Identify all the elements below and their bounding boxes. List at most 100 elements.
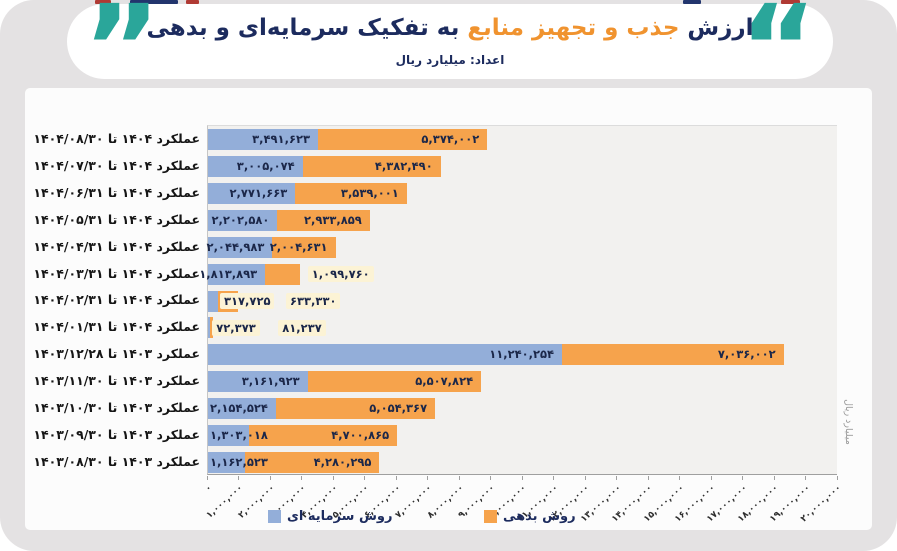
quote-mark-icon: “ (739, 2, 817, 74)
bar-segment-debt (272, 236, 336, 258)
bar-segment-debt (265, 263, 300, 285)
bar-value-label-debt: ۵,۵۰۷,۸۲۴ (415, 374, 474, 389)
bar-row: ۱,۸۱۳,۸۹۳ ۱,۰۹۹,۷۶۰ (199, 263, 837, 285)
bar-value-label-debt: ۷,۰۳۶,۰۰۲ (717, 347, 776, 362)
bar-value-label-debt: ۴,۳۸۲,۴۹۰ (374, 158, 433, 173)
bar-value-label-capital: ۳,۱۶۱,۹۲۳ (241, 374, 300, 389)
x-axis-tick-mark (616, 476, 617, 480)
x-axis-tick-mark (584, 476, 586, 480)
bar-value-label-capital: ۱۱,۲۴۰,۲۵۴ (489, 347, 555, 362)
legend-label-capital: روش سرمایه ای (287, 508, 393, 524)
bar-value-label-debt: ۱,۰۹۹,۷۶۰ (307, 266, 374, 283)
bar-value-label-capital: ۳,۴۹۱,۶۲۳ (252, 131, 310, 146)
x-axis-tick-mark (710, 476, 712, 480)
bar-value-label-capital: ۱,۸۱۳,۸۹۳ (199, 266, 258, 281)
x-axis-tick-mark (490, 476, 491, 480)
title-unit-subtitle: اعداد: میلیارد ریال (395, 53, 505, 67)
bar-value-label-debt: ۴,۷۰۰,۸۶۵ (331, 428, 390, 443)
bar-value-label-capital: ۲,۰۴۴,۹۸۳ (206, 239, 265, 254)
title-part-orange: جذب و تجهیز منابع (459, 15, 688, 41)
bar-segment-capital (208, 317, 211, 339)
x-axis-tick-mark (269, 476, 271, 480)
category-label: عملکرد ۱۴۰۴ تا ۱۴۰۴/۰۳/۳۱ (33, 265, 200, 281)
x-axis-tick-mark (805, 476, 806, 480)
category-label: عملکرد ۱۴۰۳ تا ۱۴۰۳/۰۹/۳۰ (33, 427, 200, 443)
bar-segment-capital (208, 128, 318, 150)
value-axis-unit-title: میلیارد ریال (843, 399, 854, 445)
cropped-content-artifact (781, 0, 800, 4)
x-axis-tick-mark (364, 476, 365, 480)
x-axis-tick-mark (521, 476, 523, 480)
title-banner: ” “ ارزش جذب و تجهیز منابع به تفکیک سرما… (67, 2, 833, 79)
x-axis-tick-mark (647, 476, 649, 480)
capital-series-swatch-icon (268, 509, 281, 523)
bar-segment-capital (208, 398, 276, 420)
x-axis-tick-mark (458, 476, 460, 480)
category-label: عملکرد ۱۴۰۴ تا ۱۴۰۴/۰۴/۳۱ (33, 238, 200, 254)
x-axis-tick-mark (395, 476, 397, 480)
category-label: عملکرد ۱۴۰۳ تا ۱۴۰۳/۱۲/۲۸ (33, 346, 200, 362)
bar-row: ۲,۲۰۲,۵۸۰ ۲,۹۳۳,۸۵۹ (208, 209, 837, 231)
bar-row: ۱,۱۶۲,۵۲۳ ۴,۲۸۰,۲۹۵ (208, 452, 837, 474)
x-axis-tick-mark (553, 476, 554, 480)
bar-value-label-debt: ۴,۲۸۰,۲۹۵ (313, 455, 372, 470)
bar-value-label-debt: ۶۳۳,۳۳۰ (286, 293, 341, 309)
bar-segment-capital (208, 236, 273, 258)
bar-value-label-capital: ۳,۰۰۵,۰۷۴ (236, 158, 295, 173)
category-label: عملکرد ۱۴۰۳ تا ۱۴۰۳/۱۱/۳۰ (33, 373, 200, 389)
cropped-content-artifact (95, 0, 111, 4)
quote-mark-icon: ” (83, 2, 161, 74)
bar-segment-debt (307, 371, 482, 393)
plot-area: ۳,۴۹۱,۶۲۳ ۵,۳۷۴,۰۰۲ ۳,۰۰۵,۰۷۴ ۴,۳۸۲,۴۹۰ ۲,۷۷… (199, 125, 837, 475)
x-axis-tick-mark (427, 476, 428, 480)
bar-segment-capital (208, 209, 278, 231)
category-label: عملکرد ۱۴۰۴ تا ۱۴۰۴/۰۵/۳۱ (33, 211, 200, 227)
x-axis-tick-mark (679, 476, 680, 480)
bar-segment-capital (208, 182, 296, 204)
bar-segment-debt (295, 182, 407, 204)
page-title: ارزش جذب و تجهیز منابع به تفکیک سرمایه‌ا… (137, 15, 763, 41)
category-label: عملکرد ۱۴۰۴ تا ۱۴۰۴/۰۶/۳۱ (33, 184, 200, 200)
cropped-content-artifact (186, 0, 199, 4)
category-label: عملکرد ۱۴۰۳ تا ۱۴۰۳/۱۰/۳۰ (33, 400, 200, 416)
bar-value-label-capital: ۷۲,۳۷۳ (212, 319, 260, 336)
bar-segment-debt (244, 452, 380, 474)
bar-row: ۳۱۷,۷۲۵ ۶۳۳,۳۳۰ (208, 290, 837, 312)
bar-value-label-debt: ۲,۹۳۳,۸۵۹ (303, 212, 362, 227)
cropped-content-artifact (683, 0, 701, 4)
bar-row: ۳,۴۹۱,۶۲۳ ۵,۳۷۴,۰۰۲ (208, 128, 837, 150)
x-axis-tick-mark (836, 476, 838, 480)
x-axis-tick-mark (238, 476, 239, 480)
bar-segment-capital (208, 155, 303, 177)
x-axis-tick-mark (301, 476, 302, 480)
bar-segment-debt (562, 344, 784, 366)
category-label: عملکرد ۱۴۰۴ تا ۱۴۰۴/۰۲/۳۱ (33, 292, 200, 308)
bar-segment-capital (208, 344, 563, 366)
bar-value-label-debt: ۵,۳۷۴,۰۰۲ (421, 131, 480, 146)
bar-segment-debt (210, 317, 213, 339)
x-axis-tick-mark (742, 476, 743, 480)
bar-row: ۲,۷۷۱,۶۶۳ ۳,۵۳۹,۰۰۱ (208, 182, 837, 204)
category-label: عملکرد ۱۴۰۴ تا ۱۴۰۴/۰۱/۳۱ (33, 319, 200, 335)
legend-label-debt: روش بدهی (503, 508, 576, 524)
category-label: عملکرد ۱۴۰۴ تا ۱۴۰۴/۰۸/۳۰ (33, 130, 200, 146)
bar-value-label-capital: ۲,۲۰۲,۵۸۰ (211, 212, 270, 227)
bar-value-label-debt: ۸۱,۲۳۷ (278, 319, 326, 336)
bar-segment-debt (249, 425, 398, 447)
bar-segment-debt (277, 209, 370, 231)
category-axis-labels: عملکرد ۱۴۰۴ تا ۱۴۰۴/۰۸/۳۰ عملکرد ۱۴۰۴ تا … (30, 125, 200, 475)
debt-series-swatch-icon (484, 509, 497, 523)
x-axis-tick-mark (773, 476, 775, 480)
category-label: عملکرد ۱۴۰۴ تا ۱۴۰۴/۰۷/۳۰ (33, 157, 200, 173)
bar-row: ۱,۳۰۳,۰۱۸ ۴,۷۰۰,۸۶۵ (208, 425, 837, 447)
bar-value-label-capital: ۳۱۷,۷۲۵ (220, 293, 275, 309)
bar-value-label-debt: ۲,۰۰۴,۶۳۱ (269, 239, 328, 254)
legend-item-debt: روش بدهی (484, 508, 576, 524)
bar-segment-capital (208, 371, 308, 393)
bar-value-label-debt: ۵,۰۵۴,۳۶۷ (369, 401, 428, 416)
x-axis-tick-mark (332, 476, 334, 480)
bar-value-label-capital: ۲,۷۷۱,۶۶۳ (229, 185, 288, 200)
bar-row: ۷۲,۳۷۳ ۸۱,۲۳۷ (208, 317, 837, 339)
bar-segment-capital (208, 452, 245, 474)
